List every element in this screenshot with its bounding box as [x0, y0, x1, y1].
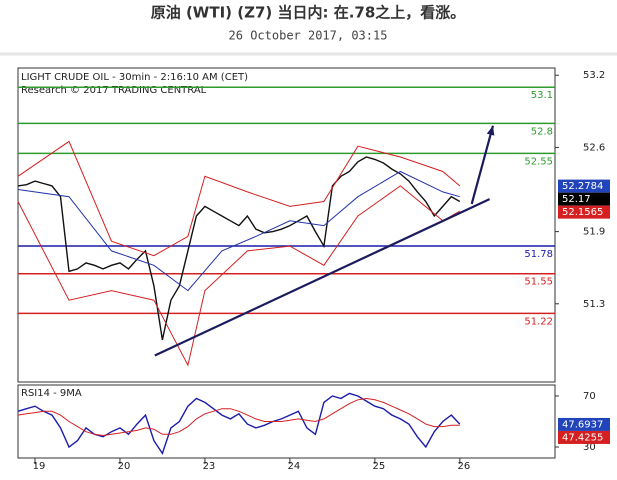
y-tick-label: 30: [583, 442, 596, 453]
y-tick-label: 53.2: [583, 70, 605, 81]
arrow: [470, 125, 495, 205]
last-value-label: 47.4255: [562, 432, 603, 443]
y-tick-label: 51.3: [583, 299, 605, 310]
x-tick-label: 19: [33, 461, 46, 472]
series-line: [17, 392, 461, 455]
y-tick-label: 51.9: [583, 227, 605, 238]
series-line: [17, 156, 461, 341]
price-panel: [17, 67, 556, 383]
level-label: 52.55: [524, 156, 553, 167]
arrow-head: [486, 125, 495, 136]
series-line: [17, 170, 460, 292]
level-label: 52.8: [531, 126, 553, 137]
chart-label: LIGHT CRUDE OIL - 30min - 2:16:10 AM (CE…: [21, 72, 248, 83]
series-line: [17, 185, 461, 367]
x-tick-label: 26: [457, 461, 470, 472]
last-value-label: 52.17: [562, 194, 591, 205]
last-value-tag: [558, 192, 610, 206]
level-label: 51.22: [524, 316, 553, 327]
series-line: [17, 397, 460, 437]
last-value-tag: [558, 205, 610, 219]
x-tick-label: 25: [372, 461, 385, 472]
x-tick-label: 24: [288, 461, 301, 472]
level-label: 53.1: [531, 90, 553, 101]
last-value-label: 47.6937: [562, 419, 603, 430]
last-value-tag: [558, 179, 610, 193]
series-line: [17, 140, 461, 257]
last-value-tag: [558, 417, 610, 431]
x-tick-label: 23: [203, 461, 216, 472]
chart-subtitle: 26 October 2017, 03:15: [229, 29, 388, 43]
last-value-label: 52.2784: [562, 181, 603, 192]
rsi-title: RSI14 - 9MA: [21, 388, 82, 399]
level-label: 51.78: [524, 249, 553, 260]
chart-title: 原油 (WTI) (Z7) 当日内: 在.78之上，看涨。: [151, 4, 466, 22]
x-tick-label: 20: [118, 461, 131, 472]
chart-label: Research © 2017 TRADING CENTRAL: [21, 85, 207, 96]
last-value-tag: [558, 430, 610, 444]
y-tick-label: 52.6: [583, 142, 605, 153]
trendline: [154, 198, 491, 357]
level-label: 51.55: [524, 277, 553, 288]
y-tick-label: 70: [583, 391, 596, 402]
last-value-label: 52.1565: [562, 207, 603, 218]
rsi-panel: [17, 384, 556, 459]
